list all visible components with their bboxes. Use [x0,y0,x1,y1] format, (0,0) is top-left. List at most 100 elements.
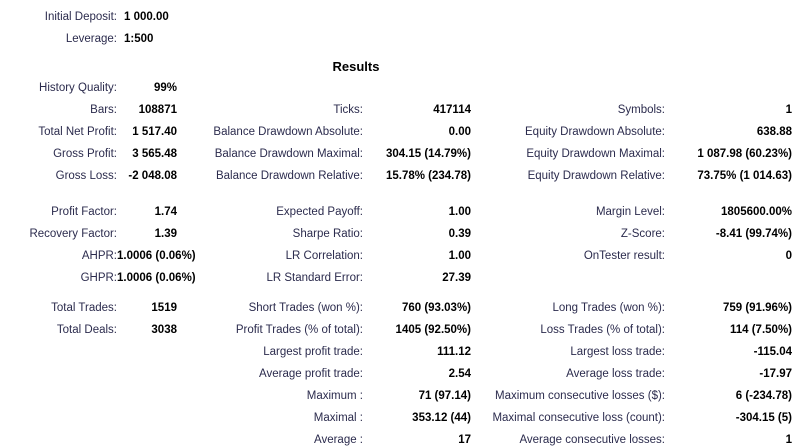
ontester-result-value: 0 [785,250,792,262]
short-trades-won-value: 760 (93.03%) [401,302,471,314]
results-row: Maximal : 353.12 (44) Maximal consecutiv… [0,407,792,429]
z-score-value: -8.41 (99.74%) [715,228,792,240]
lr-correlation-value: 1.00 [448,250,471,262]
balance-drawdown-absolute-label: Balance Drawdown Absolute: [213,126,363,138]
maximum-consecutive-losses-label: Maximum consecutive losses ($): [495,390,665,402]
results-row: Total Net Profit: 1 517.40 Balance Drawd… [0,121,792,143]
results-row: Average profit trade: 2.54 Average loss … [0,363,792,385]
results-section-general: History Quality: 99% Bars: 108871 Ticks:… [0,77,792,187]
gross-loss-value: -2 048.08 [128,170,177,182]
leverage-row: Leverage: 1:500 [0,28,792,50]
expected-payoff-label: Expected Payoff: [276,206,363,218]
profit-factor-label: Profit Factor: [51,206,117,218]
profit-trades-value: 1405 (92.50%) [395,324,471,336]
largest-loss-trade-label: Largest loss trade: [570,346,665,358]
results-row: Maximum : 71 (97.14) Maximum consecutive… [0,385,792,407]
largest-loss-trade-value: -115.04 [753,346,792,358]
bars-value: 108871 [138,104,177,116]
lr-standard-error-label: LR Standard Error: [266,272,363,284]
recovery-factor-value: 1.39 [154,228,177,240]
initial-deposit-row: Initial Deposit: 1 000.00 [0,6,792,28]
results-row: Total Deals: 3038 Profit Trades (% of to… [0,319,792,341]
margin-level-value: 1805600.00% [721,206,792,218]
loss-trades-value: 114 (7.50%) [729,324,792,336]
ghpr-label: GHPR: [80,272,117,284]
equity-drawdown-absolute-label: Equity Drawdown Absolute: [525,126,665,138]
results-row: Gross Profit: 3 565.48 Balance Drawdown … [0,143,792,165]
symbols-label: Symbols: [617,104,665,116]
bars-label: Bars: [90,104,117,116]
ahpr-label: AHPR: [81,250,117,262]
recovery-factor-label: Recovery Factor: [29,228,117,240]
long-trades-won-value: 759 (91.96%) [722,302,792,314]
profit-trades-label: Profit Trades (% of total): [235,324,363,336]
average-consecutive-wins-label: Average : [313,434,363,446]
average-consecutive-wins-value: 17 [458,434,471,446]
history-quality-value: 99% [153,82,177,94]
average-profit-trade-value: 2.54 [448,368,471,380]
sharpe-ratio-label: Sharpe Ratio: [292,228,363,240]
total-deals-value: 3038 [151,324,177,336]
ticks-label: Ticks: [333,104,363,116]
tester-results-report: Initial Deposit: 1 000.00 Leverage: 1:50… [0,6,792,447]
profit-factor-value: 1.74 [154,206,177,218]
gross-loss-label: Gross Loss: [55,170,117,182]
largest-profit-trade-value: 111.12 [437,346,471,358]
ticks-value: 417114 [433,104,471,116]
symbols-value: 1 [785,104,792,116]
total-trades-label: Total Trades: [51,302,117,314]
expected-payoff-value: 1.00 [448,206,471,218]
balance-drawdown-absolute-value: 0.00 [448,126,471,138]
results-row: Bars: 108871 Ticks: 417114 Symbols: 1 [0,99,792,121]
equity-drawdown-relative-label: Equity Drawdown Relative: [527,170,665,182]
results-row: Largest profit trade: 111.12 Largest los… [0,341,792,363]
history-quality-label: History Quality: [39,82,117,94]
balance-drawdown-relative-label: Balance Drawdown Relative: [215,170,363,182]
lr-standard-error-value: 27.39 [442,272,471,284]
maximum-consecutive-losses-value: 6 (-234.78) [735,390,792,402]
balance-drawdown-relative-value: 15.78% (234.78) [385,170,471,182]
results-row: Average : 17 Average consecutive losses:… [0,429,792,447]
maximal-consecutive-loss-label: Maximal consecutive loss (count): [492,412,665,424]
equity-drawdown-relative-value: 73.75% (1 014.63) [697,170,792,182]
results-row: GHPR: 1.0006 (0.06%) LR Standard Error: … [0,267,792,289]
leverage-value: 1:500 [124,33,154,45]
results-row: AHPR: 1.0006 (0.06%) LR Correlation: 1.0… [0,245,792,267]
balance-drawdown-maximal-value: 304.15 (14.79%) [385,148,471,160]
results-row: Gross Loss: -2 048.08 Balance Drawdown R… [0,165,792,187]
results-row: Recovery Factor: 1.39 Sharpe Ratio: 0.39… [0,223,792,245]
total-deals-label: Total Deals: [56,324,117,336]
gross-profit-value: 3 565.48 [132,148,177,160]
equity-drawdown-maximal-value: 1 087.98 (60.23%) [697,148,792,160]
average-consecutive-losses-value: 1 [785,434,792,446]
results-title: Results [332,59,380,74]
initial-deposit-label: Initial Deposit: [44,11,117,23]
total-net-profit-label: Total Net Profit: [38,126,117,138]
total-trades-value: 1519 [151,302,177,314]
short-trades-won-label: Short Trades (won %): [248,302,363,314]
results-section-ratios: Profit Factor: 1.74 Expected Payoff: 1.0… [0,201,792,289]
maximal-consecutive-loss-value: -304.15 (5) [735,412,792,424]
equity-drawdown-maximal-label: Equity Drawdown Maximal: [526,148,665,160]
average-loss-trade-label: Average loss trade: [566,368,665,380]
loss-trades-label: Loss Trades (% of total): [540,324,665,336]
balance-drawdown-maximal-label: Balance Drawdown Maximal: [214,148,363,160]
total-net-profit-value: 1 517.40 [132,126,177,138]
ghpr-value: 1.0006 (0.06%) [117,272,196,284]
gross-profit-label: Gross Profit: [53,148,117,160]
sharpe-ratio-value: 0.39 [448,228,471,240]
average-profit-trade-label: Average profit trade: [259,368,363,380]
results-row: Total Trades: 1519 Short Trades (won %):… [0,297,792,319]
z-score-label: Z-Score: [620,228,665,240]
results-section-trades: Total Trades: 1519 Short Trades (won %):… [0,297,792,447]
long-trades-won-label: Long Trades (won %): [552,302,665,314]
ontester-result-label: OnTester result: [583,250,665,262]
maximum-consecutive-wins-label: Maximum : [306,390,363,402]
average-loss-trade-value: -17.97 [759,368,792,380]
maximum-consecutive-wins-value: 71 (97.14) [418,390,471,402]
lr-correlation-label: LR Correlation: [285,250,363,262]
maximal-consecutive-profit-value: 353.12 (44) [412,412,471,424]
initial-deposit-value: 1 000.00 [124,11,169,23]
maximal-consecutive-profit-label: Maximal : [313,412,363,424]
average-consecutive-losses-label: Average consecutive losses: [519,434,665,446]
